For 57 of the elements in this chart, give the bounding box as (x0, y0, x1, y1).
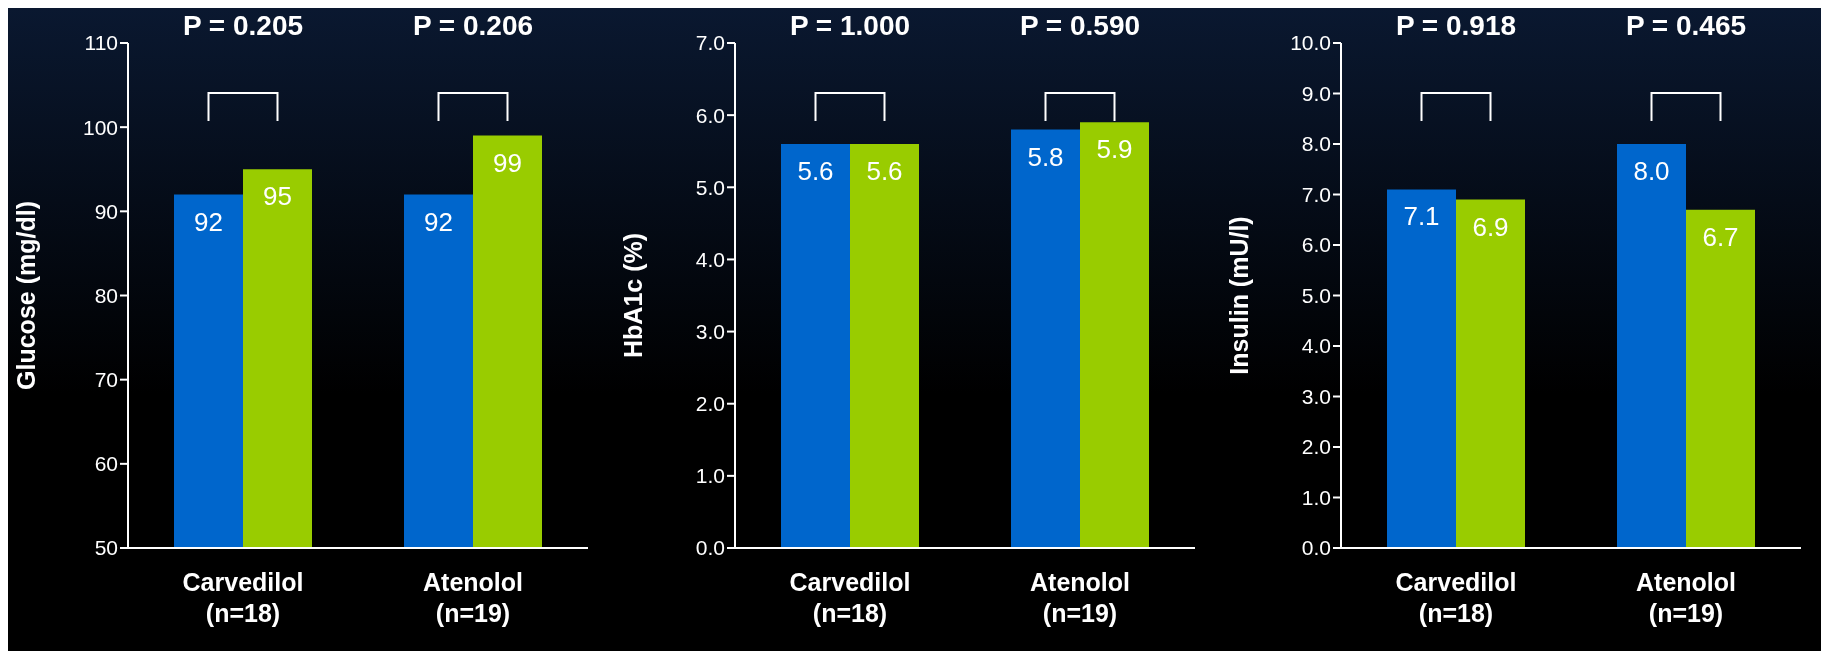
data-label: 5.6 (865, 156, 903, 186)
y-tick-label: 9.0 (1301, 81, 1331, 105)
text: P = 0.465 (1625, 10, 1747, 41)
text: P = 0.590 (1019, 10, 1140, 41)
x-tick-label: Carvedilol (n=18) (789, 567, 910, 627)
y-tick-label: 4.0 (695, 247, 725, 271)
y-tick-label: 1.0 (695, 464, 725, 488)
y-tick-label: 10.0 (1290, 31, 1331, 55)
data-label: 5.8 (1026, 141, 1064, 172)
y-tick-label: 7.0 (1301, 182, 1331, 206)
y-tick-label: 90 (94, 199, 118, 223)
x-tick-label: Carvedilol (n=18) (1395, 567, 1517, 627)
x-tick-label: Carvedilol (n=18) (182, 567, 304, 627)
y-tick-label: 8.0 (1301, 132, 1331, 156)
y-tick-label: 3.0 (1301, 384, 1331, 408)
data-label: 92 (424, 206, 453, 237)
data-label: 7.1 (1403, 201, 1440, 232)
x-tick-label: Atenolol (n=19) (1636, 567, 1736, 627)
y-tick-label: 2.0 (1301, 435, 1331, 459)
data-label: 92 (194, 206, 223, 237)
text: P = 0.918 (1395, 10, 1517, 41)
y-tick-label: 3.0 (695, 320, 725, 344)
data-label: 95 (263, 181, 292, 212)
y-tick-label: 7.0 (695, 31, 725, 55)
y-tick-label: 4.0 (1301, 334, 1331, 358)
data-label: 6.7 (1702, 221, 1739, 252)
text: P = 1.000 (789, 10, 910, 41)
y-tick-label: 6.0 (695, 103, 725, 127)
y-tick-label: 5.0 (1301, 283, 1331, 307)
bar (1456, 199, 1525, 548)
text: P = 0.206 (412, 10, 534, 41)
y-tick-label: 50 (94, 536, 118, 560)
x-tick-label: Atenolol (n=19) (423, 567, 523, 627)
y-tick-label: 2.0 (695, 392, 725, 416)
x-tick-label: Atenolol (n=19) (1029, 567, 1130, 627)
y-tick-label: 110 (84, 31, 118, 55)
y-tick-label: 0.0 (1301, 536, 1331, 560)
bar (1686, 209, 1755, 548)
y-tick-label: 6.0 (1301, 233, 1331, 257)
y-tick-label: 0.0 (695, 536, 725, 560)
y-tick-label: 70 (94, 368, 118, 392)
y-tick-label: 5.0 (695, 175, 725, 199)
bar (1387, 189, 1456, 548)
y-tick-label: 80 (94, 283, 118, 307)
y-tick-label: 100 (82, 115, 118, 139)
y-axis-title: Glucose (mg/dl) (11, 201, 40, 390)
data-label: 6.9 (1472, 211, 1509, 242)
bar (1617, 144, 1686, 548)
y-tick-label: 60 (94, 452, 118, 476)
data-label: 5.9 (1095, 134, 1133, 165)
data-label: 8.0 (1633, 156, 1670, 186)
y-axis-title: HbA1c (%) (618, 232, 647, 359)
data-label: 5.6 (796, 156, 834, 186)
y-axis-title: Insulin (mU/l) (1224, 216, 1253, 375)
data-label: 99 (493, 147, 522, 178)
y-tick-label: 1.0 (1301, 485, 1331, 509)
text: P = 0.205 (182, 10, 304, 41)
